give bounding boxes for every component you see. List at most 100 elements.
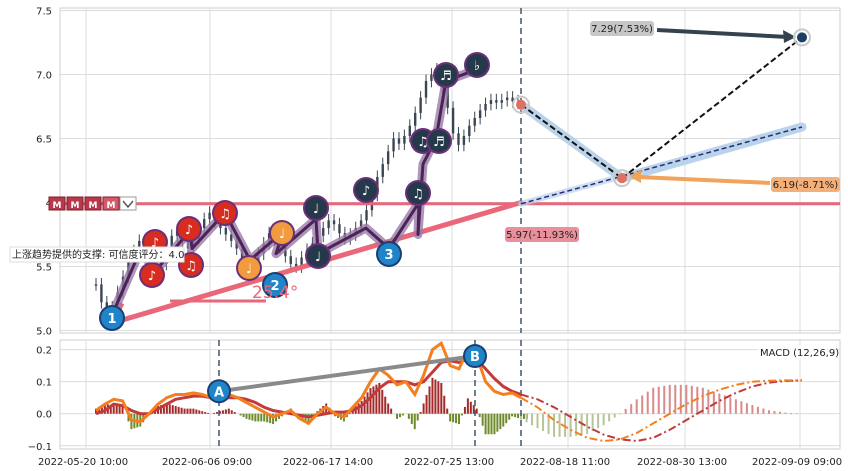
note-marker [407, 182, 429, 204]
candle-body [359, 220, 363, 229]
histogram-bar [195, 409, 198, 414]
projected-histogram-bar [663, 385, 666, 414]
candle-body [284, 247, 287, 257]
histogram-bar [372, 386, 375, 414]
histogram-bar [458, 413, 461, 424]
number-marker-2 [264, 274, 286, 296]
candle-body [403, 135, 406, 144]
histogram-bar [416, 413, 419, 421]
projected-histogram-bar [756, 406, 759, 414]
histogram-bar [390, 408, 393, 414]
histogram-bar [387, 403, 390, 414]
note-marker [428, 130, 450, 152]
candle-body [224, 228, 228, 235]
target-low-dot [617, 173, 627, 184]
note-marker-glyph: ♫ [219, 207, 231, 222]
histogram-bar [472, 405, 475, 414]
number-marker-1 [101, 307, 123, 329]
trend-target-label-bg [505, 227, 579, 242]
candle-body [208, 212, 211, 220]
histogram-bar [514, 413, 517, 418]
candle-body [327, 220, 330, 229]
projected-histogram-bar [646, 391, 649, 414]
histogram-bar [496, 413, 499, 432]
projected-histogram-bar [690, 385, 693, 414]
histogram-bar [511, 413, 514, 417]
candle-body [322, 228, 325, 236]
projected-histogram-bar [789, 412, 792, 414]
projected-histogram-bar [613, 413, 616, 418]
number-marker-2-glyph: 2 [270, 279, 279, 294]
histogram-bar [269, 413, 272, 424]
macd-point-b [465, 346, 485, 367]
histogram-bar [254, 413, 257, 422]
candle-body [457, 133, 460, 145]
histogram-bar [443, 395, 446, 414]
histogram-bar [396, 413, 399, 419]
price-y-tick: 5.0 [36, 326, 52, 337]
histogram-bar [348, 412, 351, 414]
histogram-bar [213, 412, 216, 414]
note-marker-glyph: ♪ [185, 223, 193, 238]
note-marker [305, 197, 327, 219]
histogram-bar [103, 403, 106, 414]
projected-histogram-bar [762, 408, 765, 414]
projected-histogram-bar [547, 413, 550, 434]
histogram-bar [227, 408, 230, 414]
histogram-bar [251, 413, 254, 421]
x-tick-label: 2022-08-30 13:00 [637, 457, 727, 468]
target-high-label-bg [590, 21, 654, 36]
histogram-bar [171, 405, 174, 414]
histogram-bar [469, 401, 472, 414]
x-tick-label: 2022-08-18 11:00 [520, 457, 610, 468]
histogram-bar [230, 410, 233, 414]
projected-histogram-bar [586, 413, 589, 434]
projected-histogram-bar [723, 395, 726, 414]
legend-swatch [66, 196, 84, 211]
note-marker-glyph: ♭ [474, 59, 480, 74]
note-marker [435, 64, 457, 86]
histogram-bar [499, 413, 502, 430]
legend-swatch [84, 196, 102, 211]
histogram-bar [109, 405, 112, 414]
projected-histogram-bar [718, 393, 721, 414]
candle-body [338, 224, 341, 234]
note-marker [141, 264, 163, 286]
projected-histogram-bar [712, 391, 715, 414]
projected-histogram-bar [701, 387, 704, 414]
number-marker-3 [378, 243, 400, 265]
candle-body [495, 100, 498, 103]
target-low-label-bg [771, 177, 840, 192]
histogram-bar [221, 410, 224, 414]
legend-collapse-box [119, 196, 137, 211]
note-marker-glyph: ♬ [433, 135, 445, 150]
histogram-bar [224, 409, 227, 414]
candle-body [138, 240, 141, 252]
histogram-bar [505, 413, 508, 424]
candle-body [419, 97, 422, 113]
histogram-bar [437, 381, 440, 414]
note-marker-glyph: ♫ [417, 135, 429, 150]
histogram-bar [115, 406, 118, 414]
macd-projection [520, 379, 802, 443]
histogram-bar [449, 413, 452, 422]
x-tick-label: 2022-09-09 09:00 [752, 457, 842, 468]
legend-swatch-label: M [107, 201, 116, 211]
histogram-bar [369, 388, 372, 414]
histogram-bar [233, 412, 236, 414]
projected-histogram-bar [630, 404, 633, 414]
legend-swatch [102, 196, 120, 211]
chart-labels: 2022-05-20 10:00 2022-06-06 09:00 2022-06-… [9, 7, 842, 468]
histogram-bar [517, 413, 520, 419]
histogram-bar [121, 406, 124, 414]
histogram-bar [177, 406, 180, 414]
candle-body [294, 263, 298, 267]
legend-swatch-label: M [89, 201, 98, 211]
histogram-bar [248, 413, 251, 420]
candle-body [230, 234, 233, 241]
legend-swatch-label: M [71, 201, 80, 211]
chevron-down-icon [122, 200, 134, 209]
histogram-bar [168, 404, 171, 414]
x-tick-label: 2022-05-20 10:00 [38, 457, 128, 468]
